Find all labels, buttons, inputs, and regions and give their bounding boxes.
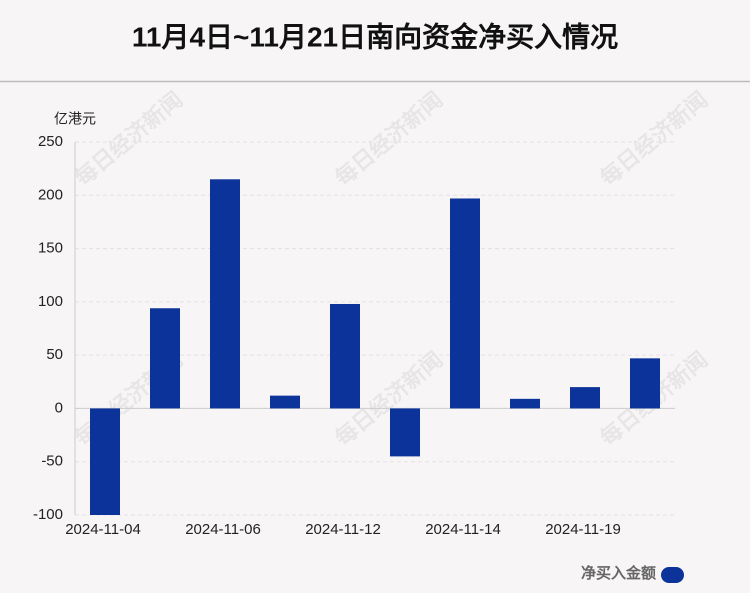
bar [570, 387, 600, 409]
bar [150, 308, 180, 409]
bar [390, 408, 420, 457]
x-tick-label: 2024-11-06 [185, 521, 261, 538]
y-axis-unit: 亿港元 [54, 111, 96, 127]
bar [270, 395, 300, 409]
y-tick-label: 150 [38, 240, 63, 257]
chart-title: 11月4日~11月21日南向资金净买入情况 [132, 20, 618, 52]
legend-label: 净买入金额 [581, 564, 656, 582]
x-tick-label: 2024-11-04 [65, 521, 141, 538]
bar [330, 303, 360, 409]
bar [450, 198, 480, 409]
y-tick-label: 0 [55, 399, 63, 416]
bar [90, 408, 120, 515]
y-tick-label: 250 [38, 133, 63, 150]
y-tick-label: -100 [33, 506, 63, 523]
y-tick-label: 200 [38, 186, 63, 203]
y-tick-label: 100 [38, 293, 63, 310]
bar [210, 179, 240, 409]
x-tick-label: 2024-11-14 [425, 521, 501, 538]
y-tick-label: 50 [46, 346, 63, 363]
bar [630, 358, 660, 409]
x-tick-label: 2024-11-12 [305, 521, 381, 538]
legend-swatch [661, 567, 684, 583]
bar [510, 398, 540, 409]
y-tick-label: -50 [41, 453, 63, 470]
x-tick-label: 2024-11-19 [545, 521, 621, 538]
